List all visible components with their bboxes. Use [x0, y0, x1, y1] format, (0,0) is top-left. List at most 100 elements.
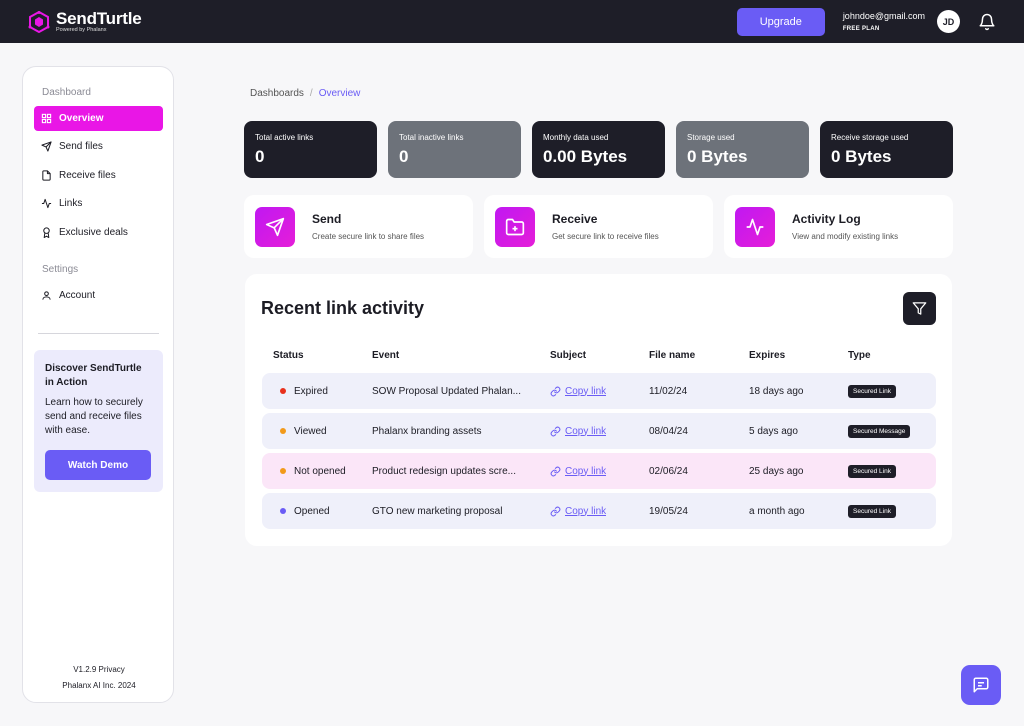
table-row[interactable]: Expired SOW Proposal Updated Phalan... C…	[262, 373, 936, 409]
stat-value: 0	[399, 147, 409, 166]
top-bar: SendTurtle Powered by Phalanx Upgrade jo…	[0, 0, 1024, 43]
type-badge: Secured Link	[848, 464, 896, 478]
turtle-logo-icon	[28, 10, 50, 33]
sidebar-item-links[interactable]: Links	[34, 191, 163, 216]
type-badge: Secured Link	[848, 504, 896, 518]
breadcrumb: Dashboards / Overview	[250, 88, 360, 99]
sidebar-divider	[38, 333, 159, 334]
send-icon	[41, 141, 52, 152]
status-dot	[280, 508, 286, 514]
copy-link[interactable]: Copy link	[550, 386, 606, 397]
table-row[interactable]: Viewed Phalanx branding assets Copy link…	[262, 413, 936, 449]
watch-demo-button[interactable]: Watch Demo	[45, 450, 151, 480]
upgrade-button[interactable]: Upgrade	[736, 7, 825, 36]
table-row[interactable]: Not opened Product redesign updates scre…	[262, 453, 936, 489]
breadcrumb-root[interactable]: Dashboards	[250, 88, 304, 99]
user-icon	[42, 291, 51, 300]
sidebar-item-exclusive-deals[interactable]: Exclusive deals	[34, 220, 163, 245]
file-name-text: 19/05/24	[649, 505, 688, 517]
stat-card-inactive-links: Total inactive links 0	[388, 121, 521, 178]
column-header-file-name[interactable]: File name	[649, 350, 696, 361]
stat-card-active-links: Total active links 0	[244, 121, 377, 178]
copy-link[interactable]: Copy link	[550, 466, 606, 477]
type-badge: Secured Message	[848, 424, 911, 438]
expires-text: 18 days ago	[749, 385, 804, 397]
promo-card: Discover SendTurtle in Action Learn how …	[34, 350, 163, 492]
bell-icon[interactable]	[978, 13, 996, 31]
stat-label: Total inactive links	[399, 133, 464, 142]
sidebar-item-account[interactable]: Account	[34, 283, 163, 308]
status-dot	[280, 468, 286, 474]
breadcrumb-current: Overview	[318, 88, 361, 99]
column-header-event[interactable]: Event	[372, 350, 400, 361]
chat-icon	[973, 677, 989, 693]
link-icon	[550, 506, 561, 516]
file-name-text: 02/06/24	[649, 465, 688, 477]
link-icon	[550, 426, 561, 436]
column-header-type[interactable]: Type	[848, 350, 871, 361]
receive-action-card[interactable]: Receive Get secure link to receive files	[484, 195, 713, 258]
sidebar-section-dashboard: Dashboard	[42, 87, 91, 98]
send-icon	[265, 217, 285, 236]
sidebar-item-label: Overview	[59, 113, 104, 124]
status-text: Opened	[294, 505, 330, 517]
sidebar-item-overview[interactable]: Overview	[34, 106, 163, 131]
status-dot	[280, 428, 286, 434]
stat-value: 0 Bytes	[831, 147, 892, 166]
event-text: Product redesign updates scre...	[372, 465, 516, 477]
action-description: View and modify existing links	[792, 232, 899, 241]
copy-link-label: Copy link	[565, 425, 607, 437]
expires-text: a month ago	[749, 505, 805, 517]
event-text: Phalanx branding assets	[372, 425, 482, 437]
stat-value: 0.00 Bytes	[543, 147, 628, 166]
column-header-expires[interactable]: Expires	[749, 350, 786, 361]
sidebar-item-label: Exclusive deals	[59, 227, 128, 238]
status-dot	[280, 388, 286, 394]
event-text: GTO new marketing proposal	[372, 505, 503, 517]
logo[interactable]: SendTurtle Powered by Phalanx	[28, 10, 142, 34]
promo-title: Discover SendTurtle in Action	[45, 363, 142, 388]
activity-log-action-card[interactable]: Activity Log View and modify existing li…	[724, 195, 953, 258]
table-row[interactable]: Opened GTO new marketing proposal Copy l…	[262, 493, 936, 529]
copy-link[interactable]: Copy link	[550, 426, 606, 437]
status-text: Viewed	[294, 425, 327, 437]
status-text: Expired	[294, 385, 328, 397]
avatar[interactable]: JD	[937, 10, 960, 33]
send-action-card[interactable]: Send Create secure link to share files	[244, 195, 473, 258]
type-badge: Secured Link	[848, 384, 896, 398]
sidebar-footer: V1.2.9 Privacy Phalanx AI Inc. 2024	[23, 662, 175, 694]
stat-card-storage-used: Storage used 0 Bytes	[676, 121, 809, 178]
column-header-status[interactable]: Status	[273, 350, 304, 361]
action-description: Get secure link to receive files	[552, 232, 659, 241]
grid-icon	[41, 113, 52, 124]
link-icon	[550, 386, 561, 396]
brand-name: SendTurtle	[56, 8, 142, 28]
stat-label: Receive storage used	[831, 133, 909, 142]
breadcrumb-separator: /	[309, 88, 313, 99]
status-text: Not opened	[294, 465, 346, 477]
stat-value: 0	[255, 147, 265, 166]
link-icon	[550, 466, 561, 476]
filter-button[interactable]	[903, 292, 936, 325]
column-header-subject[interactable]: Subject	[550, 350, 587, 361]
sidebar-item-label: Account	[59, 290, 96, 301]
expires-text: 5 days ago	[749, 425, 798, 437]
sidebar-item-label: Send files	[59, 141, 103, 152]
filter-icon	[912, 302, 927, 315]
stat-card-monthly-data: Monthly data used 0.00 Bytes	[532, 121, 665, 178]
action-title: Send	[312, 212, 342, 226]
sidebar-item-receive-files[interactable]: Receive files	[34, 163, 163, 188]
expires-text: 25 days ago	[749, 465, 804, 477]
sidebar: Dashboard Overview Send files Receive fi…	[22, 66, 174, 703]
copy-link-label: Copy link	[565, 465, 607, 477]
chat-button[interactable]	[961, 665, 1001, 705]
recent-activity-panel: Recent link activity Status Event Subjec…	[245, 274, 952, 546]
copy-link-label: Copy link	[565, 505, 607, 517]
sidebar-item-send-files[interactable]: Send files	[34, 134, 163, 159]
version-privacy-text[interactable]: V1.2.9 Privacy	[73, 665, 125, 674]
brand-subtitle: Powered by Phalanx	[56, 26, 107, 33]
copy-link[interactable]: Copy link	[550, 506, 606, 517]
file-icon	[42, 170, 51, 181]
user-info[interactable]: johndoe@gmail.com FREE PLAN	[843, 11, 925, 32]
action-title: Activity Log	[792, 212, 861, 226]
